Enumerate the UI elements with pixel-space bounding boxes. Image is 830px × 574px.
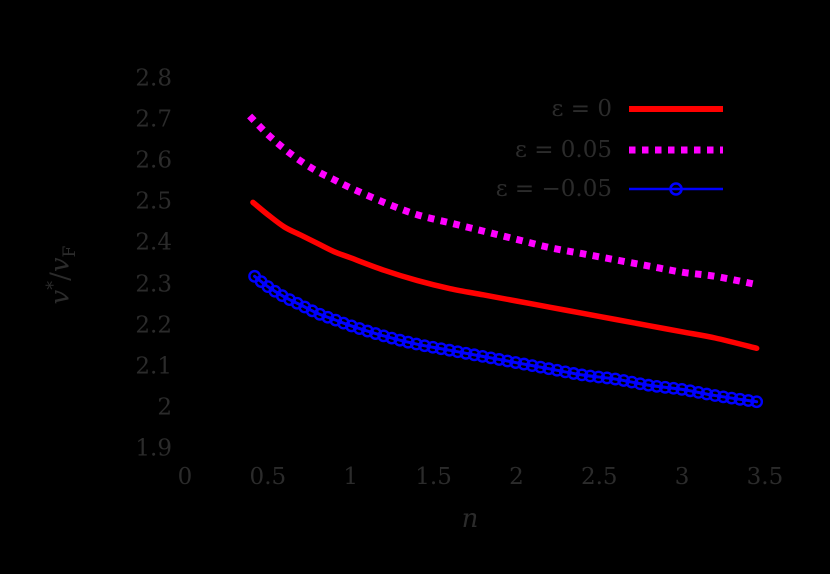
legend-entry-3[interactable]: ε = −0.05	[496, 176, 724, 202]
data-point-marker	[675, 382, 689, 396]
data-point-marker	[700, 387, 714, 401]
y-axis-title: v*/vF	[44, 246, 80, 305]
y-tick-label: 1.9	[135, 435, 172, 462]
legend-entry-2[interactable]: ε = 0.05	[515, 137, 724, 163]
data-point-marker	[337, 316, 350, 330]
data-point-marker	[575, 368, 589, 382]
data-point-marker	[600, 371, 614, 385]
x-tick-label: 3	[674, 464, 690, 490]
x-tick-label: 2.5	[580, 464, 618, 490]
data-point-marker	[667, 381, 680, 395]
data-point-marker	[451, 345, 465, 359]
data-point-marker	[443, 343, 456, 357]
data-point-marker	[434, 342, 448, 356]
data-point-marker	[741, 394, 755, 407]
x-tick-label: 0.5	[249, 464, 287, 490]
x-tick-label: 2	[509, 464, 524, 490]
data-point-marker	[642, 378, 655, 392]
y-axis-title-subscript: F	[59, 245, 80, 258]
x-tick-label: 3.5	[746, 464, 784, 490]
data-point-marker	[567, 367, 581, 380]
series-line	[247, 113, 758, 288]
y-tick-label: 2	[157, 394, 172, 421]
legend-sample-marker	[669, 182, 683, 196]
data-point-marker	[650, 379, 664, 393]
data-point-marker	[369, 327, 382, 340]
data-point-marker	[459, 346, 473, 360]
y-tick-label: 2.8	[135, 65, 172, 92]
data-point-marker	[733, 392, 747, 406]
x-tick-label: 1.5	[415, 464, 452, 490]
data-point-marker	[401, 335, 415, 349]
data-point-marker	[534, 360, 547, 374]
data-point-marker	[608, 372, 622, 386]
data-point-marker	[509, 356, 523, 369]
y-axis-title-slash: /	[45, 272, 76, 281]
x-tick-label: 0	[177, 464, 193, 490]
data-point-marker	[476, 349, 489, 363]
y-tick-label: 2.1	[135, 353, 172, 380]
data-point-marker	[467, 348, 481, 362]
legend-label: ε = 0	[551, 96, 612, 122]
data-point-marker	[550, 363, 564, 377]
series-layer	[247, 113, 764, 409]
data-point-marker	[393, 333, 407, 347]
data-point-marker	[418, 339, 431, 353]
y-tick-label: 2.7	[135, 106, 172, 133]
legend-line-sample	[628, 178, 724, 200]
series-line	[250, 199, 760, 352]
data-point-marker	[692, 385, 705, 399]
x-tick-label: 1	[343, 464, 359, 490]
x-axis-title: n	[461, 504, 479, 534]
series-2	[247, 113, 758, 288]
data-point-marker	[750, 395, 764, 409]
data-point-marker	[725, 391, 739, 405]
data-point-marker	[683, 384, 697, 398]
y-axis-title-numerator: v	[45, 289, 76, 305]
data-point-marker	[592, 370, 606, 384]
legend-line-sample	[628, 98, 724, 120]
y-tick-label: 2.2	[135, 312, 172, 339]
legend-entry-1[interactable]: ε = 0	[552, 96, 724, 122]
data-point-marker	[377, 329, 391, 343]
legend-line-sample	[628, 139, 724, 161]
data-point-marker	[517, 357, 531, 371]
series-3	[248, 269, 764, 409]
y-axis-title-denominator: v	[45, 257, 76, 273]
data-point-marker	[625, 375, 639, 389]
data-point-marker	[385, 331, 399, 345]
data-point-marker	[345, 319, 358, 333]
y-axis-title-superscript: *	[44, 280, 65, 290]
data-point-marker	[542, 362, 556, 376]
data-point-marker	[492, 353, 506, 366]
data-point-marker	[658, 380, 672, 394]
data-point-marker	[484, 351, 498, 365]
series-1	[250, 199, 760, 352]
legend-label: ε = 0.05	[514, 137, 612, 163]
data-point-marker	[329, 313, 343, 327]
y-tick-label: 2.5	[135, 188, 172, 215]
data-point-marker	[501, 354, 514, 368]
data-point-marker	[708, 389, 722, 402]
data-point-marker	[321, 310, 335, 324]
data-point-marker	[525, 359, 539, 373]
y-tick-label: 2.4	[135, 229, 172, 256]
data-point-marker	[583, 369, 597, 383]
y-tick-label: 2.6	[135, 147, 172, 174]
y-tick-label: 2.3	[135, 271, 172, 298]
data-point-marker	[353, 322, 366, 335]
data-point-marker	[313, 307, 327, 321]
data-point-marker	[716, 390, 730, 404]
data-point-marker	[633, 377, 647, 391]
data-point-marker	[617, 374, 631, 387]
data-point-marker	[409, 337, 423, 351]
data-point-marker	[558, 365, 572, 379]
data-point-marker	[426, 340, 440, 354]
series-line	[253, 274, 759, 404]
data-point-marker	[361, 324, 374, 338]
legend-label: ε = −0.05	[495, 176, 612, 202]
